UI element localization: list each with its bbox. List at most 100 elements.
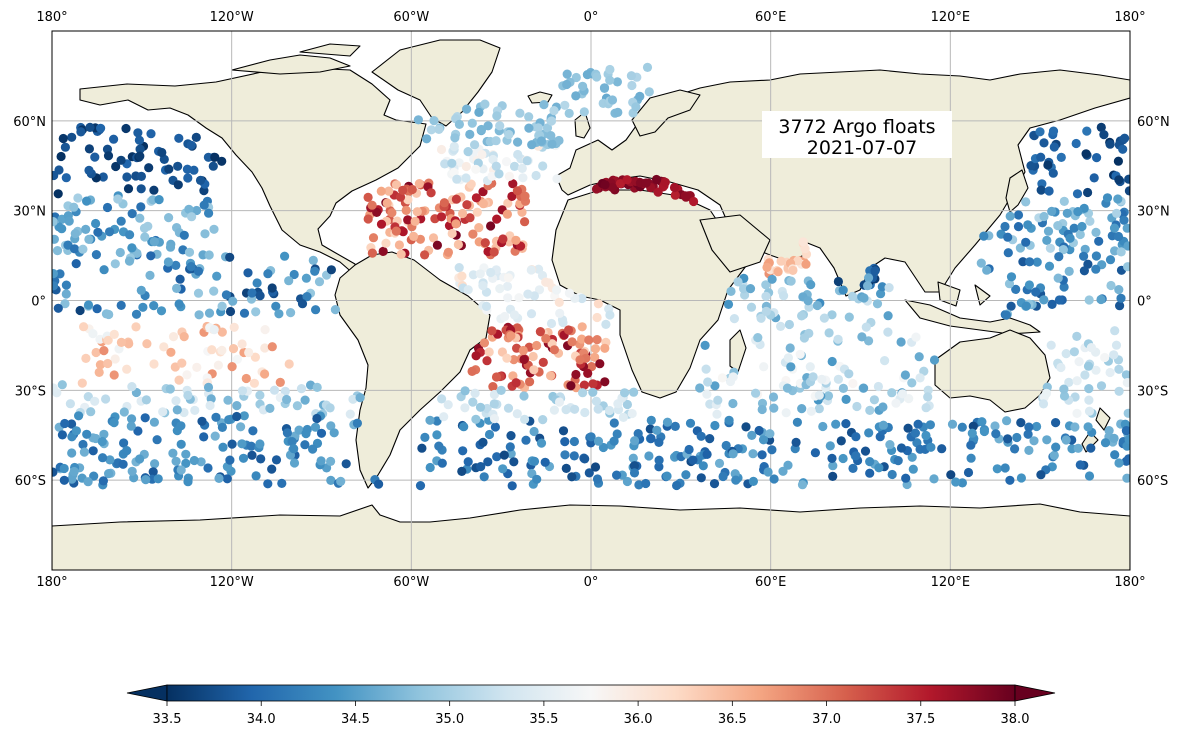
land-south-america — [334, 251, 491, 489]
float-point — [457, 271, 467, 281]
float-point — [61, 289, 71, 299]
float-point — [1079, 251, 1089, 261]
float-point — [1054, 295, 1064, 305]
float-point — [97, 436, 107, 447]
float-point — [701, 364, 711, 374]
float-point — [135, 213, 145, 223]
float-point — [982, 265, 992, 275]
float-point — [923, 392, 933, 402]
float-point — [182, 370, 192, 380]
float-point — [78, 244, 88, 254]
float-point — [702, 449, 712, 459]
float-point — [336, 476, 346, 486]
float-point — [979, 231, 989, 241]
float-point — [478, 187, 488, 197]
float-point — [1016, 418, 1026, 428]
float-point — [499, 450, 509, 460]
float-point — [783, 353, 794, 363]
float-point — [59, 463, 69, 474]
float-point — [577, 334, 587, 344]
float-point — [609, 418, 619, 428]
float-point — [103, 358, 113, 369]
float-point — [908, 464, 918, 474]
float-point — [495, 121, 505, 131]
float-point — [94, 367, 104, 377]
float-point — [213, 360, 223, 370]
float-point — [833, 276, 844, 287]
float-point — [628, 453, 638, 463]
float-point — [451, 194, 461, 204]
float-point — [478, 281, 488, 291]
float-point — [824, 328, 834, 338]
float-point — [681, 192, 691, 202]
float-point — [478, 437, 488, 447]
float-point — [1109, 433, 1119, 443]
float-point — [496, 385, 506, 395]
latlabels-right-4: 60°S — [1137, 474, 1168, 489]
float-point — [471, 193, 481, 203]
float-point — [695, 383, 705, 393]
float-point — [741, 422, 751, 432]
float-point — [851, 432, 861, 442]
float-point — [921, 403, 931, 413]
float-point — [897, 389, 908, 399]
float-point — [302, 292, 312, 302]
float-point — [465, 129, 475, 139]
float-point — [901, 473, 911, 483]
float-point — [718, 471, 728, 482]
float-point — [217, 345, 227, 355]
float-point — [454, 119, 464, 129]
float-point — [577, 293, 587, 304]
float-point — [652, 425, 662, 435]
float-point — [348, 394, 358, 404]
float-point — [149, 417, 159, 427]
land-north-america — [79, 67, 427, 276]
float-point — [828, 471, 838, 481]
float-point — [515, 108, 525, 118]
float-point — [880, 356, 890, 366]
float-point — [157, 147, 167, 158]
float-point — [1056, 362, 1066, 373]
float-point — [929, 474, 939, 484]
float-point — [622, 399, 633, 410]
float-point — [600, 343, 610, 353]
float-point — [90, 152, 100, 162]
float-point — [546, 131, 556, 141]
float-point — [1048, 168, 1058, 178]
float-point — [554, 397, 565, 407]
float-point — [564, 288, 575, 298]
float-point — [191, 132, 201, 142]
float-point — [99, 346, 109, 356]
float-point — [207, 345, 217, 355]
float-point — [1046, 340, 1056, 350]
float-point — [590, 462, 601, 472]
float-point — [199, 200, 209, 210]
float-point — [457, 466, 467, 476]
colorbar-tick-label-4: 35.5 — [529, 712, 558, 727]
float-point — [99, 429, 109, 439]
latlabels-right-2: 0° — [1137, 295, 1152, 310]
float-point — [64, 216, 74, 226]
float-point — [472, 207, 482, 217]
float-point — [710, 420, 720, 431]
float-point — [541, 334, 551, 344]
float-point — [539, 100, 549, 110]
float-point — [475, 269, 485, 279]
float-point — [487, 326, 497, 336]
float-point — [883, 327, 893, 337]
map-title-box: 3772 Argo floats 2021-07-07 — [762, 111, 952, 159]
float-point — [171, 396, 181, 406]
float-point — [73, 193, 83, 203]
float-point — [127, 466, 137, 476]
float-point — [903, 423, 913, 433]
float-point — [1113, 194, 1123, 204]
float-point — [267, 464, 277, 474]
float-point — [56, 151, 66, 162]
float-point — [98, 172, 108, 182]
float-point — [228, 296, 238, 306]
float-point — [739, 284, 749, 294]
float-point — [907, 378, 917, 388]
float-point — [1062, 208, 1072, 218]
float-point — [420, 432, 430, 442]
float-point — [145, 270, 155, 280]
